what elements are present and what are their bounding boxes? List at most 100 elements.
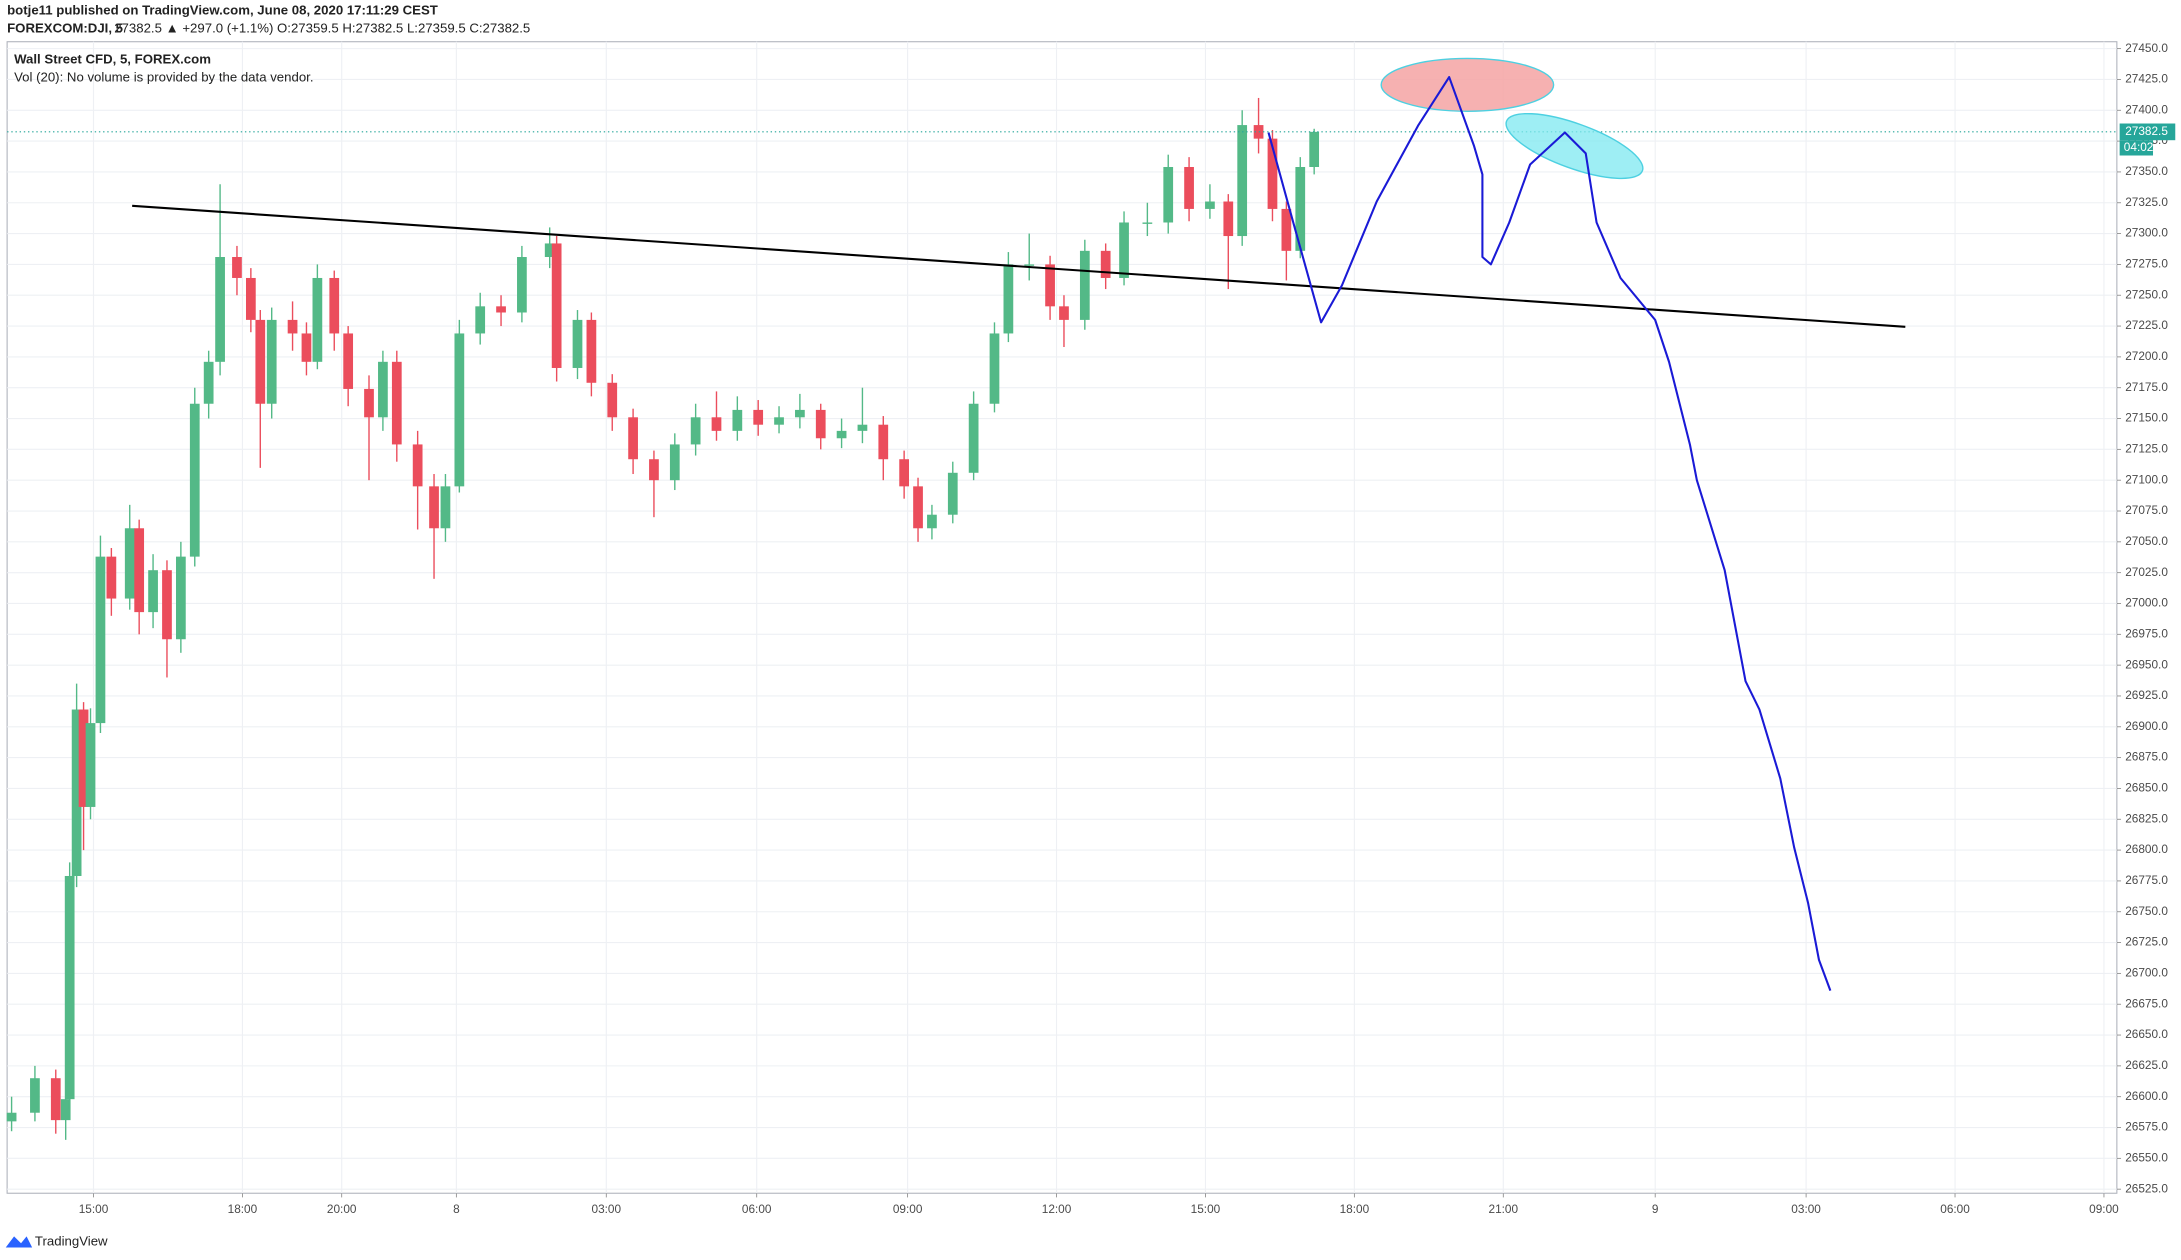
candle-body [287,319,298,334]
candle-body [6,1112,17,1122]
y-tick-label: 26775.0 [2125,873,2168,887]
candle-body [148,570,158,613]
logo [5,1236,33,1248]
candle-body [1223,201,1234,237]
candle-body [1003,264,1014,334]
candle-body [857,424,868,431]
candle-body [927,514,937,529]
candle-body [78,709,89,807]
y-tick-label: 27225.0 [2125,318,2168,332]
candle-body [329,277,340,334]
candle-body [815,409,826,439]
y-tick-label: 26650.0 [2125,1027,2168,1041]
y-tick-label: 27175.0 [2125,380,2168,394]
candle-body [343,333,354,389]
y-tick-label: 27250.0 [2125,287,2168,301]
candle-body [1309,131,1320,167]
candle-body [364,388,374,418]
candle-body [1205,201,1215,209]
candle-body [30,1078,40,1113]
candle-body [1253,125,1264,139]
y-tick-label: 26700.0 [2125,966,2168,980]
candle-body [232,257,242,278]
y-tick-label: 27450.0 [2125,41,2168,55]
plot-frame [6,41,2118,1194]
candle-body [669,444,680,481]
x-tick-label: 12:00 [1042,1202,1072,1216]
countdown: 04:02 [2124,140,2154,154]
y-tick-label: 26850.0 [2125,781,2168,795]
candle-body [134,528,145,613]
candle-body [649,459,659,481]
candle-body [60,1099,71,1121]
candle-body [454,333,465,487]
last-price-label: 27382.5 [2125,124,2168,138]
marks [6,97,2117,1140]
candle-body [1100,250,1111,278]
candle-body [607,382,618,418]
y-tick-label: 27000.0 [2125,596,2168,610]
candle-body [732,409,743,431]
y-tick-label: 26975.0 [2125,626,2168,640]
candle-body [124,528,135,599]
chart-title: Wall Street CFD, 5, FOREX.com [14,51,211,66]
candle-body [544,243,555,258]
y-tick-label: 26925.0 [2125,688,2168,702]
x-tick-label: 09:00 [2089,1202,2119,1216]
brand: TradingView [35,1233,108,1248]
y-tick-label: 26575.0 [2125,1120,2168,1134]
y-tick-label: 27275.0 [2125,257,2168,271]
candle-body [1163,166,1174,223]
candle-body [162,570,172,640]
last-price-box [2119,123,2176,141]
candle-body [475,306,486,334]
candle-body [496,306,506,313]
quote: 27382.5 ▲ +297.0 (+1.1%) O:27359.5 H:273… [114,21,530,36]
y-tick-label: 27025.0 [2125,565,2168,579]
x-tick-label: 18:00 [1340,1202,1370,1216]
candle-body [774,417,784,425]
y-tick-label: 27200.0 [2125,349,2168,363]
candle-body [1237,125,1248,237]
candle-body [378,361,388,418]
y-tick-label: 27075.0 [2125,503,2168,517]
candle-body [189,403,200,557]
shoulder-ellipse [1505,112,1644,180]
candle-body [753,409,764,425]
candle-body [391,361,402,445]
y-tick-label: 26800.0 [2125,842,2168,856]
candle-body [572,319,583,368]
y-tick-label: 27400.0 [2125,102,2168,116]
candle-body [878,424,889,460]
y-tick-label: 27350.0 [2125,164,2168,178]
candle-body [1024,264,1035,266]
top-ellipse [1380,57,1555,112]
grid [7,41,2122,1198]
candle-body [106,556,117,599]
x-tick-label: 18:00 [228,1202,258,1216]
candle-body [711,417,722,431]
symbol: FOREXCOM:DJI, 5 [7,21,123,36]
x-tick-label: 8 [453,1202,460,1216]
candle-body [1295,166,1306,251]
candle-body [50,1078,61,1121]
y-tick-label: 26825.0 [2125,811,2168,825]
x-tick-label: 9 [1652,1202,1659,1216]
candle-body [85,723,96,807]
candle-body [836,430,847,439]
candle-body [1045,264,1055,307]
y-tick-label: 26950.0 [2125,657,2168,671]
x-tick-label: 15:00 [79,1202,109,1216]
candle-body [64,875,75,1100]
y-tick-label: 27100.0 [2125,472,2168,486]
candle-body [71,709,82,876]
candle-body [412,444,423,487]
candle-body [517,257,527,313]
y-tick-label: 26600.0 [2125,1089,2168,1103]
candle-body [440,486,451,529]
candle-body [1267,138,1278,209]
candle-body [95,556,106,724]
y-tick-label: 26750.0 [2125,904,2168,918]
candle-body [245,277,256,320]
candle-body [175,556,186,640]
